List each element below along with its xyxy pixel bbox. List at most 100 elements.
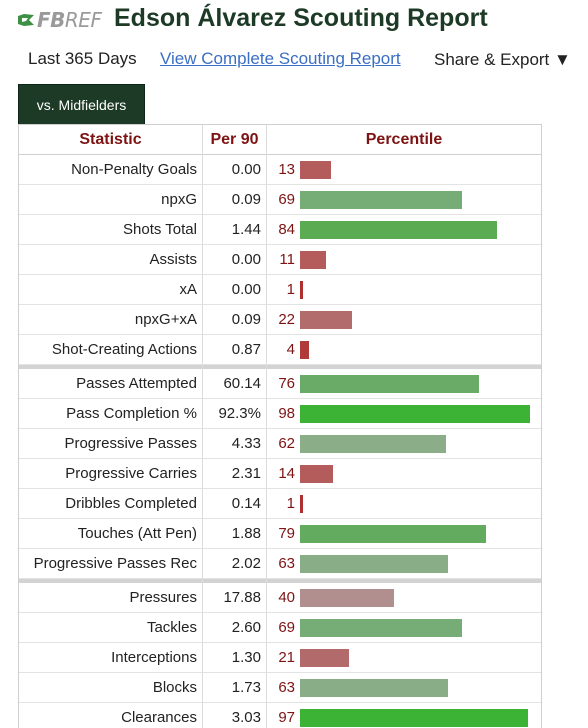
percentile-bar xyxy=(300,435,446,453)
header-percentile[interactable]: Percentile xyxy=(365,131,443,148)
tab-vs-midfielders[interactable]: vs. Midfielders xyxy=(18,84,145,124)
percentile-value: 4 xyxy=(286,341,295,358)
table-row: Touches (Att Pen) 1.88 79 xyxy=(19,519,541,549)
table-row: Shots Total 1.44 84 xyxy=(19,215,541,245)
share-export-menu[interactable]: Share & Export ▼ xyxy=(434,50,571,69)
stat-name: Dribbles Completed xyxy=(65,495,197,512)
table-row: Progressive Passes 4.33 62 xyxy=(19,429,541,459)
percentile-bar xyxy=(300,341,309,359)
per90-value: 2.60 xyxy=(231,619,261,636)
per90-value: 1.88 xyxy=(231,525,261,542)
stat-name: Assists xyxy=(149,251,197,268)
percentile-value: 76 xyxy=(278,375,295,392)
table-row: Blocks 1.73 63 xyxy=(19,673,541,703)
group-separator xyxy=(19,579,541,583)
table-row: Shot-Creating Actions 0.87 4 xyxy=(19,335,541,365)
period-label: Last 365 Days xyxy=(28,49,137,68)
per90-value: 1.30 xyxy=(231,649,261,666)
percentile-bar xyxy=(300,709,528,727)
stat-name: Shots Total xyxy=(123,221,197,238)
column-divider xyxy=(202,125,203,728)
percentile-bar xyxy=(300,251,326,269)
percentile-value: 13 xyxy=(278,161,295,178)
complete-report-link[interactable]: View Complete Scouting Report xyxy=(160,49,401,68)
stat-name: Passes Attempted xyxy=(76,375,197,392)
per90-value: 0.00 xyxy=(231,281,261,298)
per90-value: 0.14 xyxy=(231,495,261,512)
percentile-bar xyxy=(300,495,303,513)
percentile-value: 14 xyxy=(278,465,295,482)
percentile-value: 22 xyxy=(278,311,295,328)
fbref-logo[interactable]: FB REF xyxy=(16,8,102,32)
stat-name: Progressive Passes xyxy=(64,435,197,452)
table-row: Dribbles Completed 0.14 1 xyxy=(19,489,541,519)
stat-name: Shot-Creating Actions xyxy=(51,341,197,358)
percentile-bar xyxy=(300,619,462,637)
logo-ref-text: REF xyxy=(64,8,102,32)
stat-name: npxG+xA xyxy=(134,311,197,328)
table-header: Statistic Per 90 Percentile xyxy=(19,125,541,155)
percentile-value: 63 xyxy=(278,679,295,696)
table-row: npxG+xA 0.09 22 xyxy=(19,305,541,335)
percentile-value: 63 xyxy=(278,555,295,572)
header-statistic[interactable]: Statistic xyxy=(79,131,142,148)
table-row: Tackles 2.60 69 xyxy=(19,613,541,643)
per90-value: 2.31 xyxy=(231,465,261,482)
table-row: npxG 0.09 69 xyxy=(19,185,541,215)
percentile-value: 11 xyxy=(279,251,295,268)
scouting-table: Statistic Per 90 Percentile Non-Penalty … xyxy=(18,124,542,728)
table-row: xA 0.00 1 xyxy=(19,275,541,305)
page-header: FB REF Edson Álvarez Scouting Report xyxy=(0,0,588,40)
per90-value: 0.09 xyxy=(231,191,261,208)
stat-name: xA xyxy=(179,281,197,298)
per90-value: 3.03 xyxy=(231,709,261,726)
stat-name: Non-Penalty Goals xyxy=(71,161,197,178)
logo-fb-text: FB xyxy=(37,8,65,32)
percentile-value: 79 xyxy=(278,525,295,542)
table-row: Progressive Passes Rec 2.02 63 xyxy=(19,549,541,579)
per90-value: 60.14 xyxy=(223,375,261,392)
percentile-bar xyxy=(300,555,448,573)
table-row: Assists 0.00 11 xyxy=(19,245,541,275)
table-row: Pass Completion % 92.3% 98 xyxy=(19,399,541,429)
table-row: Clearances 3.03 97 xyxy=(19,703,541,728)
stat-name: Clearances xyxy=(121,709,197,726)
filter-bar: Last 365 Days View Complete Scouting Rep… xyxy=(0,46,588,74)
percentile-bar xyxy=(300,311,352,329)
percentile-value: 69 xyxy=(278,619,295,636)
per90-value: 0.87 xyxy=(231,341,261,358)
column-divider xyxy=(266,125,267,728)
percentile-bar xyxy=(300,221,497,239)
table-row: Interceptions 1.30 21 xyxy=(19,643,541,673)
per90-value: 17.88 xyxy=(223,589,261,606)
per90-value: 0.00 xyxy=(231,251,261,268)
percentile-bar xyxy=(300,405,530,423)
per90-value: 4.33 xyxy=(231,435,261,452)
stat-name: Touches (Att Pen) xyxy=(77,525,197,542)
stat-name: Progressive Carries xyxy=(65,465,197,482)
per90-value: 0.09 xyxy=(231,311,261,328)
fbref-logo-icon xyxy=(18,14,34,26)
per90-value: 92.3% xyxy=(218,405,261,422)
percentile-bar xyxy=(300,281,303,299)
table-row: Pressures 17.88 40 xyxy=(19,583,541,613)
percentile-value: 40 xyxy=(278,589,295,606)
percentile-value: 62 xyxy=(278,435,295,452)
stat-name: Blocks xyxy=(152,679,197,696)
percentile-bar xyxy=(300,525,486,543)
percentile-value: 69 xyxy=(278,191,295,208)
group-separator xyxy=(19,365,541,369)
percentile-value: 1 xyxy=(286,495,295,512)
header-per90[interactable]: Per 90 xyxy=(210,131,259,148)
percentile-bar xyxy=(300,465,333,483)
percentile-bar xyxy=(300,649,349,667)
per90-value: 2.02 xyxy=(231,555,261,572)
percentile-value: 97 xyxy=(278,709,295,726)
stat-name: Tackles xyxy=(146,619,197,636)
percentile-value: 1 xyxy=(286,281,295,298)
table-row: Progressive Carries 2.31 14 xyxy=(19,459,541,489)
per90-value: 1.44 xyxy=(231,221,261,238)
percentile-bar xyxy=(300,679,448,697)
stat-name: npxG xyxy=(161,191,197,208)
stat-name: Interceptions xyxy=(111,649,197,666)
